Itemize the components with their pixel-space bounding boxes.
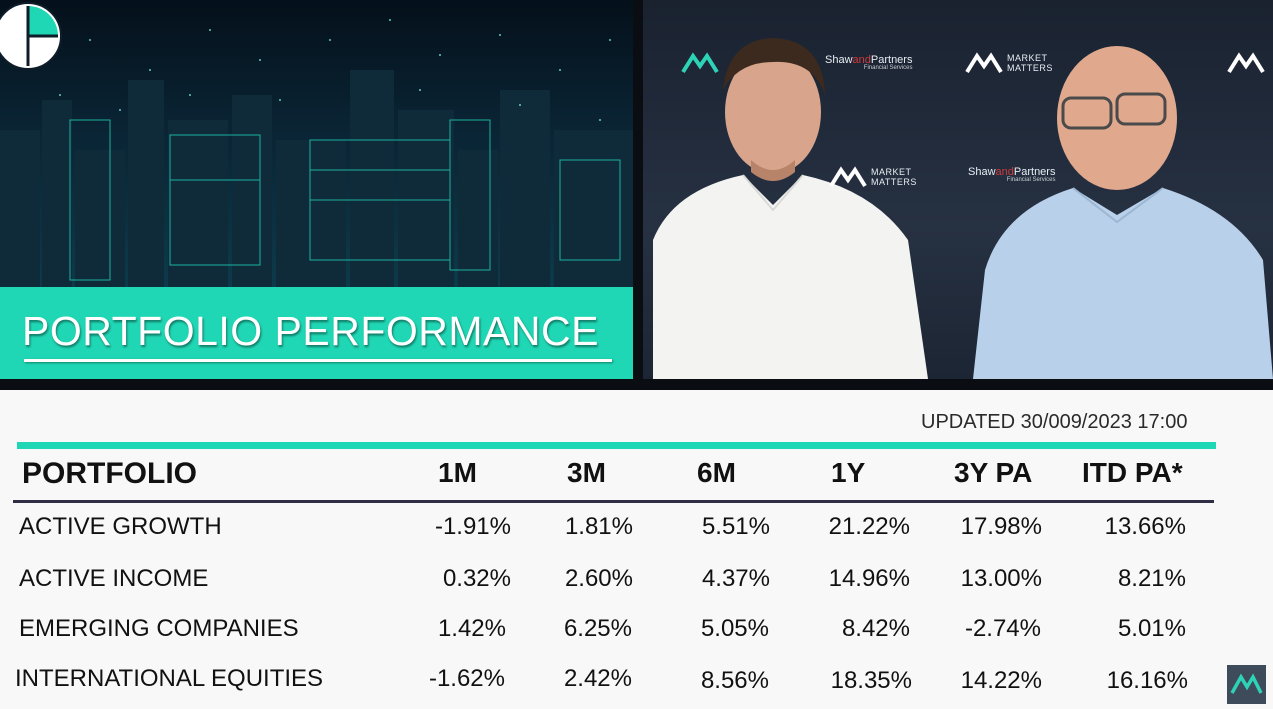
cell-1y: 18.35% <box>830 667 912 694</box>
title-banner <box>0 287 633 379</box>
header-6m: 6M <box>697 457 736 488</box>
row-name: INTERNATIONAL EQUITIES <box>15 665 324 692</box>
cell-3y-pa: 17.98% <box>960 513 1042 540</box>
cell-1m: -1.91% <box>434 513 511 540</box>
city-skyline-image <box>0 19 633 287</box>
cell-1m: -1.62% <box>428 665 505 692</box>
cell-3m: 6.25% <box>563 615 632 642</box>
header-itd-pa: ITD PA* <box>1082 457 1183 488</box>
market-matters-logo-icon <box>1227 52 1265 74</box>
cell-itd-pa: 16.16% <box>1106 667 1188 694</box>
cell-1m: 1.42% <box>437 615 506 642</box>
city-skyline-panel <box>0 0 633 287</box>
cell-1m: 0.32% <box>442 565 511 592</box>
cell-6m: 5.51% <box>701 513 770 540</box>
market-matters-logo-icon <box>965 52 1003 74</box>
page-title: PORTFOLIO PERFORMANCE <box>22 308 599 354</box>
channel-watermark <box>1227 665 1266 704</box>
header-3m: 3M <box>567 457 606 488</box>
cell-itd-pa: 8.21% <box>1117 565 1186 592</box>
header-portfolio: PORTFOLIO <box>22 457 197 490</box>
cell-6m: 5.05% <box>700 615 769 642</box>
presenters-video: ShawandPartners Financial Services Shawa… <box>643 0 1273 379</box>
header-1m: 1M <box>438 457 477 488</box>
cell-1y: 8.42% <box>841 615 910 642</box>
row-name: EMERGING COMPANIES <box>19 615 299 642</box>
shaw-partners-watermark: ShawandPartners Financial Services <box>968 166 1056 183</box>
video-frame: PORTFOLIO PERFORMANCE ShawandPartners Fi… <box>0 0 1273 390</box>
header-3y-pa: 3Y PA <box>954 457 1033 488</box>
market-matters-watermark <box>1227 52 1265 74</box>
cell-itd-pa: 5.01% <box>1117 615 1186 642</box>
shaw-partners-watermark: ShawandPartners Financial Services <box>825 54 913 71</box>
market-matters-logo-icon <box>681 52 719 74</box>
title-underline <box>24 359 612 362</box>
market-matters-logo-icon <box>829 166 867 188</box>
row-name: ACTIVE INCOME <box>19 565 209 592</box>
cell-6m: 8.56% <box>700 667 769 694</box>
header-1y: 1Y <box>831 457 866 488</box>
channel-logo <box>0 2 62 70</box>
logo-icon <box>0 6 58 66</box>
market-matters-logo-icon <box>1230 673 1263 694</box>
market-matters-watermark: MARKET MATTERS <box>965 52 1053 74</box>
cell-1y: 21.22% <box>828 513 910 540</box>
table-top-rule <box>17 442 1216 449</box>
updated-timestamp: UPDATED 30/009/2023 17:00 <box>921 411 1188 433</box>
cell-3m: 1.81% <box>564 513 633 540</box>
market-matters-watermark <box>681 52 719 74</box>
presenters-illustration <box>653 38 1273 379</box>
cell-6m: 4.37% <box>701 565 770 592</box>
cell-1y: 14.96% <box>828 565 910 592</box>
cell-3m: 2.42% <box>563 665 632 692</box>
cell-3y-pa: 14.22% <box>960 667 1042 694</box>
cell-3y-pa: -2.74% <box>964 615 1041 642</box>
row-name: ACTIVE GROWTH <box>19 513 222 540</box>
header-rule <box>13 500 1214 503</box>
cell-3m: 2.60% <box>564 565 633 592</box>
cell-itd-pa: 13.66% <box>1104 513 1186 540</box>
market-matters-watermark: MARKET MATTERS <box>829 166 917 188</box>
cell-3y-pa: 13.00% <box>960 565 1042 592</box>
